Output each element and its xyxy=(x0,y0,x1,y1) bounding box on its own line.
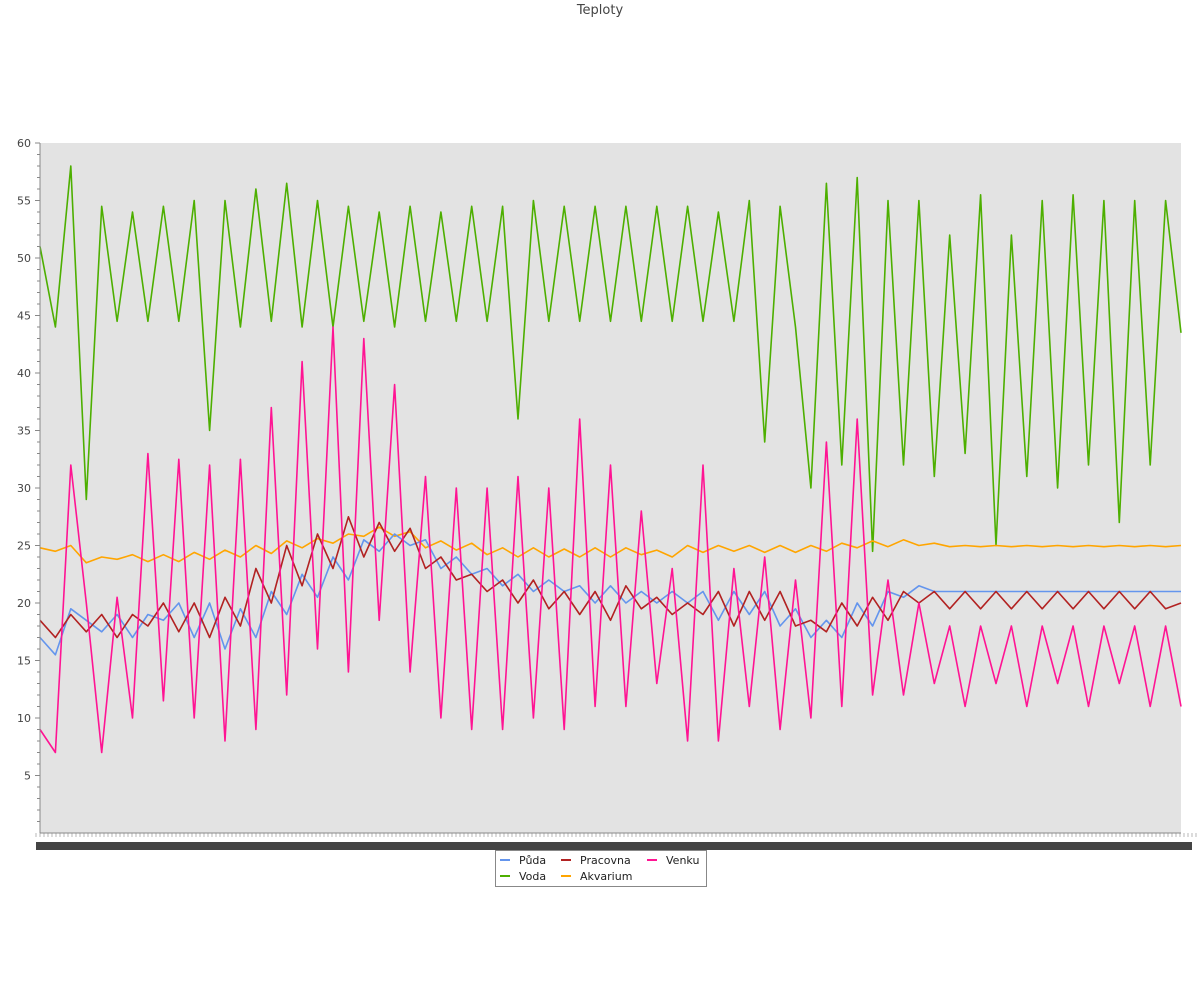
x-tick-labels xyxy=(36,842,1192,850)
y-tick-label: 10 xyxy=(17,712,31,725)
y-tick-label: 40 xyxy=(17,367,31,380)
series-line-venku xyxy=(39,326,1182,754)
chart-title: Teploty xyxy=(576,3,624,18)
legend-label: Pracovna xyxy=(580,854,631,867)
legend-item: Půda xyxy=(500,854,546,867)
series-layer xyxy=(39,165,1182,754)
plot-background xyxy=(40,143,1181,833)
y-tick-label: 30 xyxy=(17,482,31,495)
y-tick-label: 20 xyxy=(17,597,31,610)
x-tick-label-band xyxy=(36,842,1192,850)
legend-item: Voda xyxy=(500,870,546,883)
legend-item: Venku xyxy=(647,854,699,867)
series-line-pracovna xyxy=(39,515,1182,639)
axis-layer: 5 10 15 20 25 30 35 40 45 50 55 60 xyxy=(17,137,1197,850)
legend-label: Akvarium xyxy=(580,870,632,883)
y-tick-label: 15 xyxy=(17,655,31,668)
legend-item: Pracovna xyxy=(561,854,631,867)
legend-box xyxy=(495,850,707,887)
legend-label: Venku xyxy=(666,854,699,867)
y-tick-label: 5 xyxy=(24,770,31,783)
series-line-voda xyxy=(39,165,1182,553)
y-tick-label: 50 xyxy=(17,252,31,265)
series-line-akvarium xyxy=(39,526,1182,564)
legend-label: Půda xyxy=(519,854,546,867)
y-tick-label: 25 xyxy=(17,540,31,553)
y-tick-label: 60 xyxy=(17,137,31,150)
y-tick-label: 35 xyxy=(17,425,31,438)
y-tick-label: 55 xyxy=(17,195,31,208)
legend-label: Voda xyxy=(519,870,546,883)
y-tick-label: 45 xyxy=(17,310,31,323)
legend-item: Akvarium xyxy=(561,870,632,883)
legend: Půda Pracovna Venku Voda Akvarium xyxy=(495,850,707,887)
